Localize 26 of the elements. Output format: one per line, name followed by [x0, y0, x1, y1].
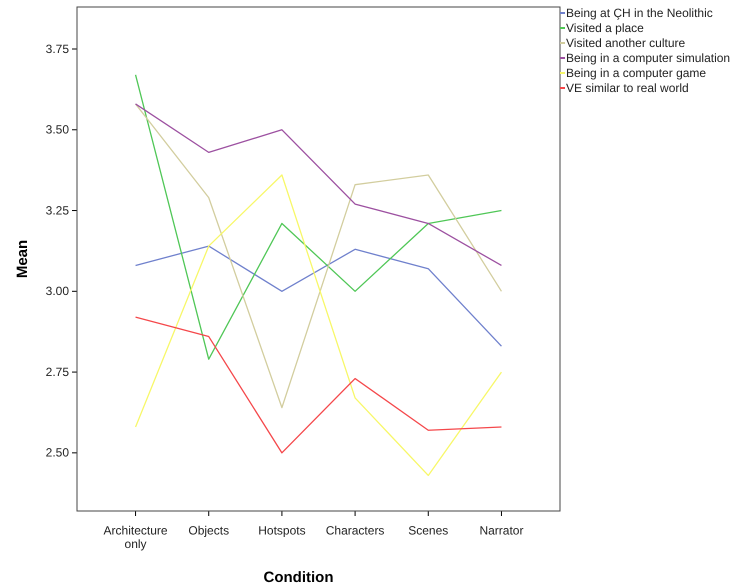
line-series	[134, 74, 502, 360]
y-tick-label: 3.25	[46, 203, 70, 218]
legend-label: Being in a computer simulation	[566, 51, 730, 65]
legend-label: VE similar to real world	[566, 81, 689, 95]
line-series	[134, 245, 502, 347]
legend-label: Visited another culture	[566, 36, 686, 50]
x-tick-label: Objects	[188, 524, 230, 538]
line-series	[134, 103, 502, 266]
x-tick-label: Hotspots	[258, 524, 306, 538]
y-tick-label: 3.75	[46, 42, 70, 56]
x-tick-label: Characters	[326, 524, 384, 538]
y-tick-label: 3.50	[46, 122, 70, 137]
y-tick-label: 3.00	[46, 284, 70, 298]
line-series	[134, 174, 502, 476]
legend-label: Visited a place	[566, 21, 644, 35]
x-tick-label: Scenes	[408, 524, 448, 538]
legend-label: Being in a computer game	[566, 66, 706, 80]
y-tick-label: 2.75	[46, 364, 70, 379]
y-tick-label: 2.50	[46, 446, 70, 460]
line-series	[134, 103, 502, 408]
x-axis-title: Condition	[264, 569, 334, 585]
x-tick-label: Narrator	[479, 524, 524, 538]
line-series	[134, 316, 502, 454]
x-tick-label: Architecture only	[104, 524, 168, 551]
legend-label: Being at ÇH in the Neolithic	[566, 6, 713, 20]
y-axis-title: Mean	[14, 240, 31, 278]
